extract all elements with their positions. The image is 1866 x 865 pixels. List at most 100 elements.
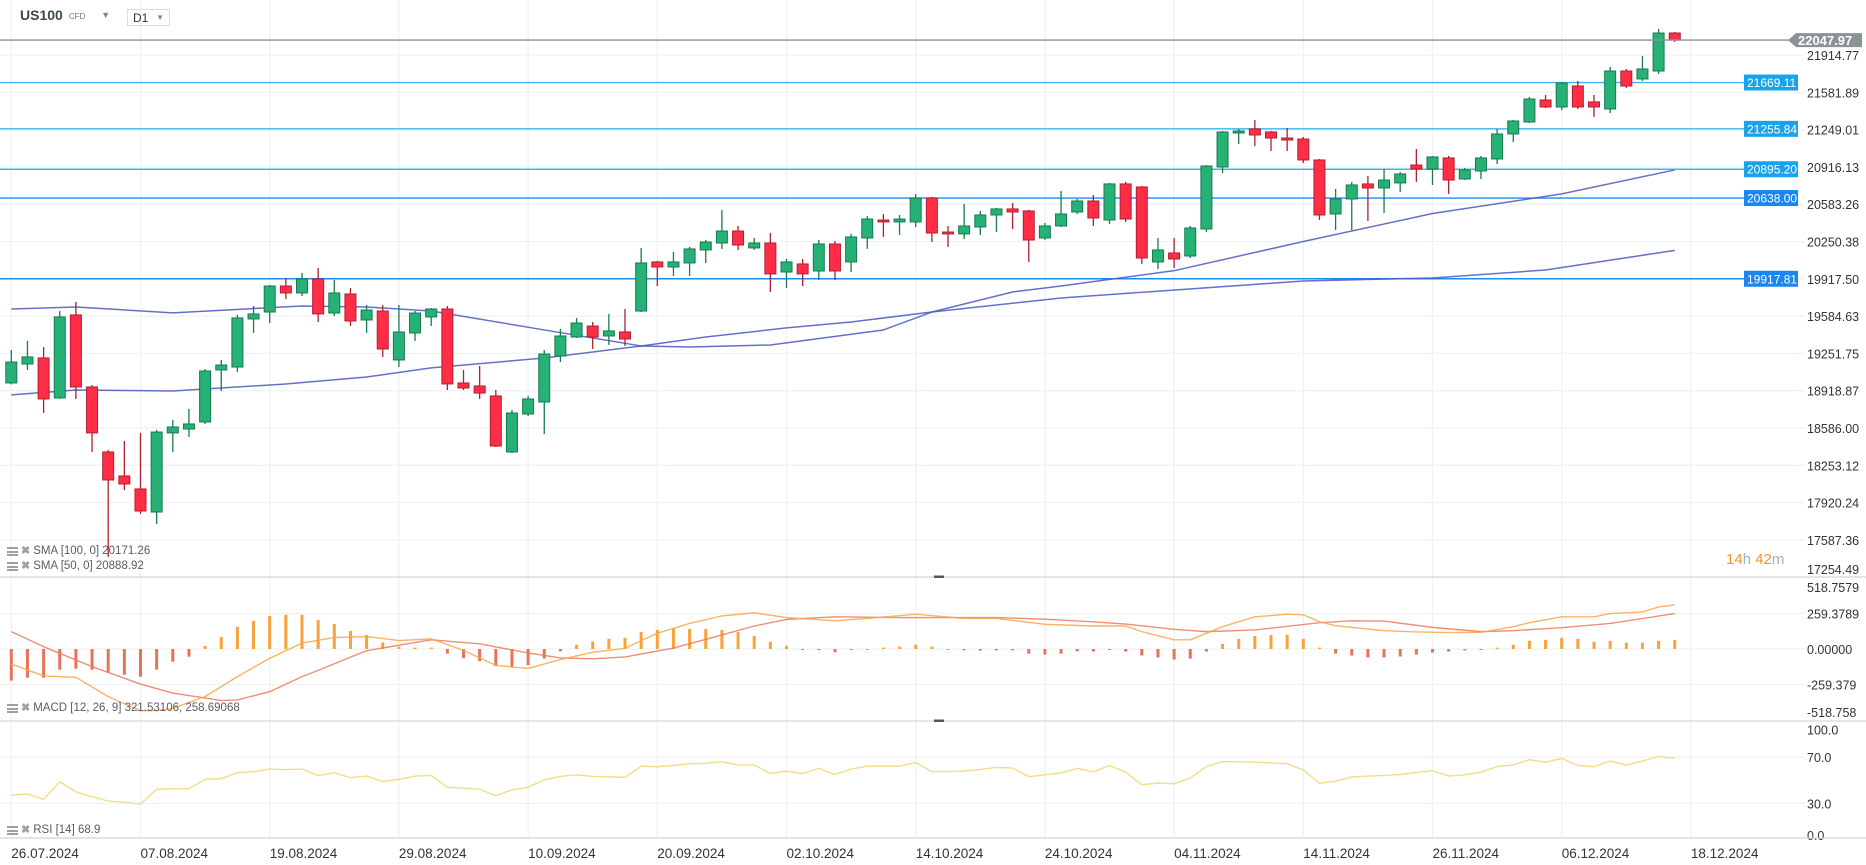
candle[interactable] (1119, 181, 1132, 222)
candle[interactable] (877, 213, 890, 237)
candle[interactable] (845, 233, 858, 273)
candle[interactable] (1523, 96, 1536, 123)
remove-indicator-icon[interactable]: ✖ (21, 702, 31, 714)
candle[interactable] (1394, 171, 1407, 193)
candle[interactable] (1636, 55, 1649, 81)
candle[interactable] (748, 237, 761, 250)
candle[interactable] (522, 395, 535, 416)
candle[interactable] (1604, 66, 1617, 114)
remove-indicator-icon[interactable]: ✖ (21, 824, 31, 836)
candle[interactable] (1652, 28, 1665, 75)
candle[interactable] (586, 321, 599, 349)
candle[interactable] (312, 267, 325, 322)
candle[interactable] (925, 196, 938, 242)
candle[interactable] (683, 246, 696, 276)
candle[interactable] (958, 204, 971, 239)
candle[interactable] (1491, 128, 1504, 164)
candle[interactable] (296, 272, 308, 296)
candle[interactable] (1248, 119, 1261, 146)
candle[interactable] (1345, 181, 1358, 230)
candle[interactable] (473, 366, 486, 399)
pane-resize-handle[interactable] (934, 719, 944, 723)
candle[interactable] (231, 314, 244, 372)
symbol-dropdown-icon[interactable]: ▼ (101, 10, 111, 20)
candle[interactable] (392, 304, 405, 368)
candle[interactable] (1087, 194, 1100, 226)
candle[interactable] (1281, 127, 1294, 152)
candle[interactable] (651, 260, 664, 287)
remove-indicator-icon[interactable]: ✖ (21, 545, 31, 557)
candle[interactable] (715, 209, 728, 249)
candle[interactable] (1135, 185, 1148, 264)
candle[interactable] (554, 328, 567, 362)
candle[interactable] (1168, 237, 1181, 268)
settings-menu-icon[interactable] (7, 547, 18, 556)
candle[interactable] (1038, 222, 1051, 240)
candle[interactable] (489, 390, 502, 448)
candle[interactable] (263, 285, 276, 323)
candle[interactable] (1071, 198, 1084, 214)
candle[interactable] (166, 420, 179, 452)
candle[interactable] (764, 233, 777, 292)
candle[interactable] (215, 359, 228, 392)
settings-menu-icon[interactable] (7, 704, 18, 713)
candle[interactable] (1539, 94, 1552, 108)
candle[interactable] (425, 307, 438, 327)
candle[interactable] (360, 304, 373, 333)
candle[interactable] (21, 340, 34, 370)
candle[interactable] (974, 210, 987, 235)
candle[interactable] (1507, 119, 1520, 142)
candle[interactable] (102, 449, 115, 557)
candle[interactable] (1313, 158, 1326, 221)
candle[interactable] (570, 317, 583, 339)
candle[interactable] (344, 287, 357, 327)
candle[interactable] (1297, 136, 1310, 163)
remove-indicator-icon[interactable]: ✖ (21, 560, 31, 572)
candle[interactable] (893, 214, 906, 235)
candle[interactable] (1200, 165, 1213, 233)
candle[interactable] (1055, 191, 1068, 227)
candle[interactable] (182, 408, 195, 437)
candle[interactable] (1458, 167, 1471, 181)
settings-menu-icon[interactable] (7, 826, 18, 835)
candle[interactable] (1151, 237, 1164, 269)
candle[interactable] (505, 409, 518, 453)
candle[interactable] (796, 259, 809, 287)
timeframe-select[interactable]: D1 ▼ (127, 9, 170, 26)
candle[interactable] (1474, 155, 1487, 180)
candle[interactable] (328, 279, 341, 316)
candle[interactable] (1410, 148, 1423, 182)
candle[interactable] (990, 207, 1003, 233)
candle[interactable] (1571, 80, 1584, 109)
candle[interactable] (409, 311, 422, 341)
candle[interactable] (635, 247, 648, 313)
candle[interactable] (441, 305, 454, 391)
candle[interactable] (909, 194, 922, 227)
candle[interactable] (1426, 155, 1439, 185)
candle[interactable] (247, 305, 260, 333)
candle[interactable] (376, 304, 389, 357)
candle[interactable] (1216, 130, 1229, 173)
pane-resize-handle[interactable] (934, 575, 944, 579)
candle[interactable] (134, 432, 147, 514)
candle[interactable] (86, 384, 99, 452)
candle[interactable] (699, 239, 712, 263)
candle[interactable] (602, 313, 615, 345)
candle[interactable] (812, 239, 825, 280)
candle[interactable] (1265, 130, 1277, 152)
candle[interactable] (780, 259, 793, 288)
candle[interactable] (69, 301, 82, 399)
candle[interactable] (861, 215, 874, 249)
candle[interactable] (1022, 209, 1035, 262)
candle[interactable] (1006, 202, 1019, 229)
candle[interactable] (1588, 94, 1600, 117)
candle[interactable] (1232, 128, 1245, 144)
candle[interactable] (37, 346, 50, 413)
candle[interactable] (279, 277, 292, 300)
candle[interactable] (118, 440, 131, 490)
candle[interactable] (942, 225, 954, 247)
candle[interactable] (53, 311, 66, 399)
candle[interactable] (1620, 68, 1633, 88)
candle[interactable] (538, 350, 551, 435)
